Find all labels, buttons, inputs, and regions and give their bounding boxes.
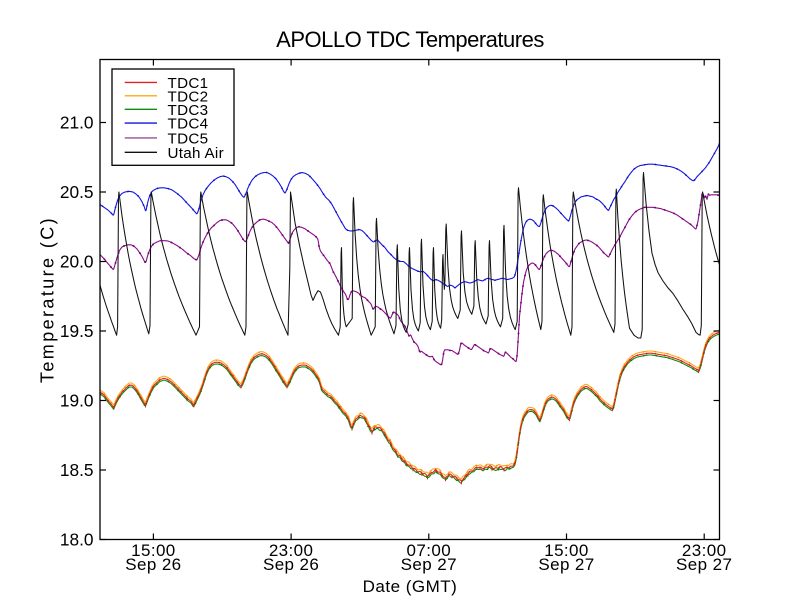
svg-text:23:00: 23:00 bbox=[682, 541, 727, 560]
svg-text:07:00: 07:00 bbox=[407, 541, 452, 560]
svg-text:Utah Air: Utah Air bbox=[168, 145, 224, 162]
svg-text:Sep 27: Sep 27 bbox=[401, 555, 457, 574]
svg-text:23:00: 23:00 bbox=[269, 541, 314, 560]
svg-text:Sep 27: Sep 27 bbox=[538, 555, 594, 574]
svg-text:18.5: 18.5 bbox=[60, 460, 94, 480]
svg-text:20.5: 20.5 bbox=[60, 182, 94, 202]
svg-text:Sep 27: Sep 27 bbox=[676, 555, 732, 574]
svg-text:Date (GMT): Date (GMT) bbox=[363, 577, 458, 596]
svg-text:Sep 26: Sep 26 bbox=[125, 555, 181, 574]
svg-text:APOLLO TDC Temperatures: APOLLO TDC Temperatures bbox=[276, 27, 544, 52]
svg-text:20.0: 20.0 bbox=[60, 252, 94, 272]
svg-text:15:00: 15:00 bbox=[131, 541, 176, 560]
svg-text:TDC3: TDC3 bbox=[168, 102, 209, 119]
svg-text:Temperature (C): Temperature (C) bbox=[38, 216, 58, 383]
svg-text:TDC4: TDC4 bbox=[168, 116, 209, 133]
svg-text:15:00: 15:00 bbox=[544, 541, 589, 560]
svg-text:Sep 26: Sep 26 bbox=[263, 555, 319, 574]
svg-text:21.0: 21.0 bbox=[60, 113, 94, 133]
svg-text:19.5: 19.5 bbox=[60, 321, 94, 341]
svg-text:TDC1: TDC1 bbox=[168, 75, 209, 92]
svg-text:19.0: 19.0 bbox=[60, 391, 94, 411]
svg-text:TDC2: TDC2 bbox=[168, 88, 209, 105]
svg-text:TDC5: TDC5 bbox=[168, 130, 209, 147]
svg-text:18.0: 18.0 bbox=[60, 530, 94, 550]
